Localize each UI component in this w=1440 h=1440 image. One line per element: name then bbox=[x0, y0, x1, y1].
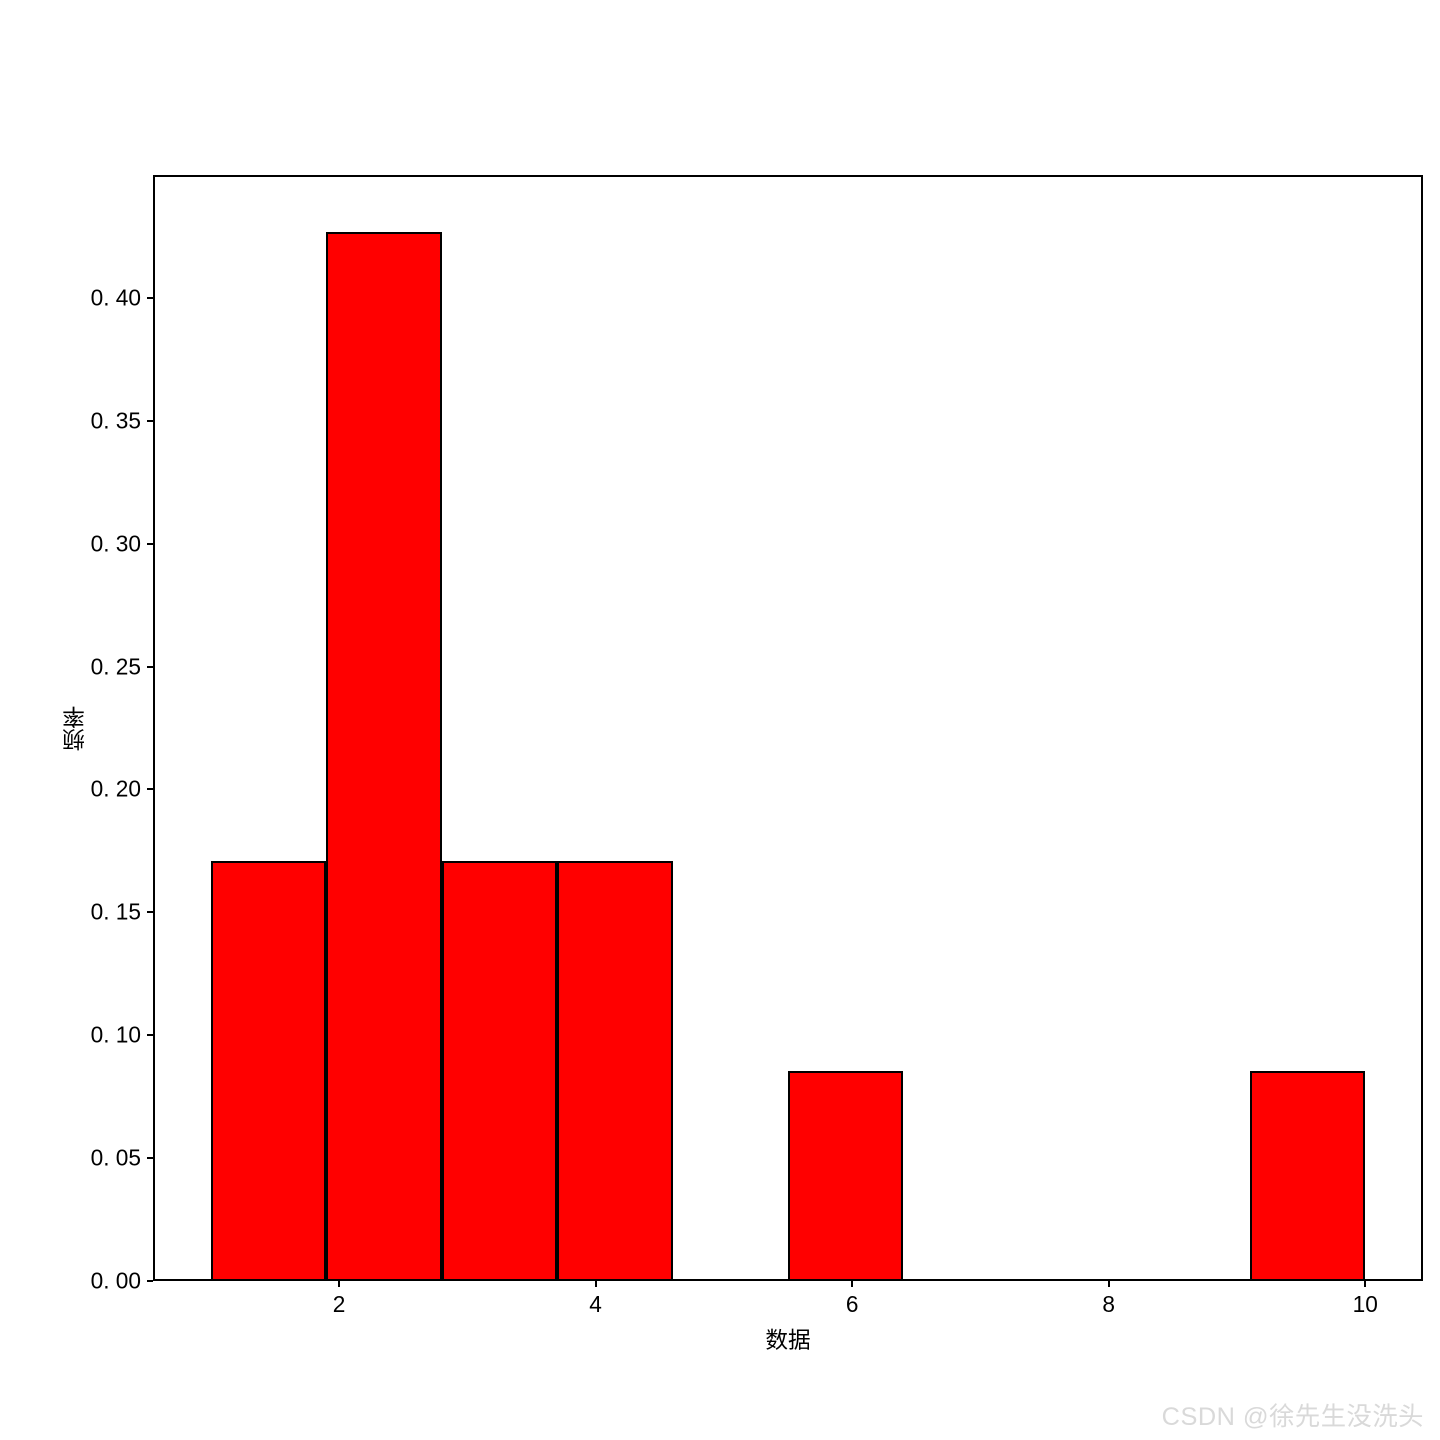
y-tick-mark bbox=[147, 788, 153, 790]
y-axis-label: 频率 bbox=[58, 698, 91, 758]
x-axis-label: 数据 bbox=[153, 1322, 1423, 1355]
y-tick-mark bbox=[147, 666, 153, 668]
histogram-bar bbox=[442, 861, 557, 1281]
histogram-bar bbox=[1250, 1071, 1365, 1281]
x-tick-mark bbox=[851, 1281, 853, 1287]
y-tick-label: 0. 20 bbox=[91, 776, 141, 803]
y-tick-label: 0. 25 bbox=[91, 653, 141, 680]
figure: 0. 00 0. 05 0. 10 0. 15 0. 20 0. 25 0. 30 0. 35… bbox=[0, 0, 1440, 1440]
y-tick-label: 0. 05 bbox=[91, 1145, 141, 1172]
plot-area bbox=[153, 175, 1423, 1281]
watermark-text: CSDN @徐先生没洗头 bbox=[1162, 1397, 1424, 1433]
y-tick-label: 0. 40 bbox=[91, 284, 141, 311]
y-tick-label: 0. 15 bbox=[91, 899, 141, 926]
x-tick-label: 4 bbox=[589, 1291, 602, 1318]
x-tick-mark bbox=[338, 1281, 340, 1287]
y-tick-mark bbox=[147, 543, 153, 545]
histogram-bar bbox=[211, 861, 326, 1281]
y-tick-mark bbox=[147, 911, 153, 913]
x-tick-mark bbox=[1364, 1281, 1366, 1287]
y-tick-mark bbox=[147, 1034, 153, 1036]
x-tick-mark bbox=[595, 1281, 597, 1287]
y-tick-label: 0. 35 bbox=[91, 407, 141, 434]
x-tick-label: 8 bbox=[1102, 1291, 1115, 1318]
histogram-bar bbox=[557, 861, 672, 1281]
x-tick-mark bbox=[1108, 1281, 1110, 1287]
y-tick-label: 0. 10 bbox=[91, 1022, 141, 1049]
histogram-bar bbox=[788, 1071, 903, 1281]
y-tick-mark bbox=[147, 1157, 153, 1159]
y-tick-mark bbox=[147, 1280, 153, 1282]
x-tick-label: 10 bbox=[1353, 1291, 1378, 1318]
histogram-bar bbox=[326, 232, 441, 1281]
y-tick-mark bbox=[147, 297, 153, 299]
x-tick-label: 2 bbox=[333, 1291, 346, 1318]
y-tick-label: 0. 00 bbox=[91, 1268, 141, 1295]
y-tick-mark bbox=[147, 420, 153, 422]
y-tick-label: 0. 30 bbox=[91, 530, 141, 557]
x-tick-label: 6 bbox=[846, 1291, 859, 1318]
